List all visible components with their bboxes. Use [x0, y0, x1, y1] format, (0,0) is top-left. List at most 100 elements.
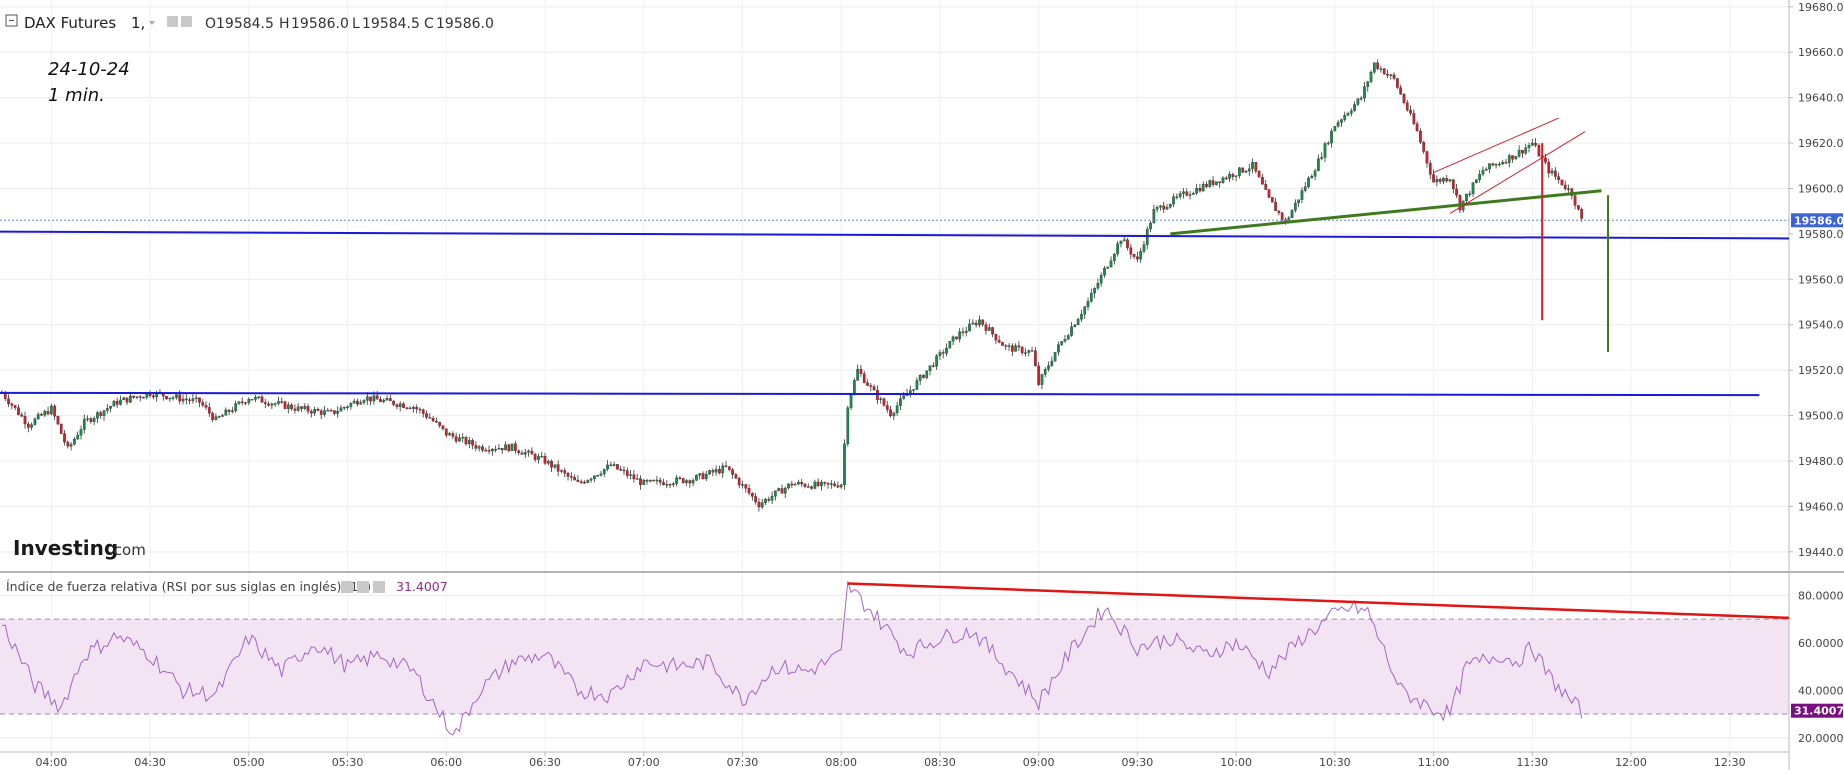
candle-up	[122, 397, 126, 401]
candle-down	[188, 399, 191, 401]
candle-down	[494, 449, 497, 451]
candle-down	[369, 396, 372, 402]
candle-down	[388, 398, 392, 402]
collapse-icon[interactable]	[5, 14, 18, 27]
candle-up	[629, 474, 632, 476]
rsi-tick-label: 40.0000	[1798, 684, 1844, 697]
candle-down	[260, 396, 264, 403]
candle-down	[569, 476, 573, 478]
candle-down	[573, 477, 576, 481]
candle-down	[1224, 177, 1228, 180]
candle-up	[1070, 326, 1073, 336]
candle-up	[336, 411, 340, 414]
candle-up	[1178, 193, 1182, 197]
candle-down	[1534, 142, 1537, 146]
candle-up	[237, 401, 241, 404]
candle-up	[971, 322, 975, 325]
candle-up	[467, 440, 471, 445]
candle-down	[514, 443, 517, 451]
candle-up	[1353, 104, 1356, 111]
close-icon[interactable]	[373, 581, 385, 593]
price-tick-label: 19640.0	[1798, 92, 1844, 105]
candle-up	[1116, 243, 1119, 255]
chart-header: DAX Futures 1, O 19584.5 H 19586.0 L 195…	[5, 14, 494, 32]
candle-down	[415, 406, 419, 410]
date-annotation[interactable]: 24-10-24	[48, 59, 130, 80]
candle-up	[1086, 301, 1090, 308]
candle-down	[619, 469, 623, 471]
time-tick-label: 12:30	[1714, 756, 1746, 769]
time-tick-label: 06:00	[430, 756, 462, 769]
candle-up	[1234, 175, 1238, 177]
candle-down	[1382, 68, 1386, 75]
candle-up	[1047, 365, 1050, 370]
time-tick-label: 12:00	[1615, 756, 1647, 769]
candle-up	[1448, 179, 1452, 182]
candle-down	[23, 416, 27, 425]
candle-down	[1257, 171, 1261, 178]
candle-down	[609, 464, 613, 467]
candle-up	[1517, 149, 1521, 157]
candle-down	[517, 450, 521, 454]
candle-down	[790, 483, 794, 486]
candle-down	[290, 404, 293, 410]
candle-down	[731, 469, 734, 475]
eye-icon[interactable]	[341, 581, 353, 593]
candle-up	[254, 397, 257, 400]
candle-up	[1507, 155, 1511, 163]
logo-text: Investing	[13, 536, 118, 560]
candle-down	[207, 407, 211, 414]
candle-up	[1359, 97, 1363, 100]
candle-up	[257, 396, 261, 398]
rsi-tick-label: 80.0000	[1798, 589, 1844, 602]
candle-down	[20, 414, 24, 417]
candle-down	[800, 482, 804, 485]
candle-down	[333, 410, 336, 414]
candle-up	[915, 380, 919, 390]
candle-down	[1560, 179, 1564, 186]
candle-up	[770, 496, 774, 501]
candle-down	[1570, 188, 1574, 196]
settings-icon[interactable]	[181, 16, 192, 27]
candle-up	[372, 395, 376, 402]
candle-up	[181, 398, 185, 402]
time-tick-label: 05:30	[332, 756, 364, 769]
candle-up	[1567, 188, 1570, 190]
settings-icon[interactable]	[357, 581, 369, 593]
timeframe-annotation[interactable]: 1 min.	[48, 85, 105, 106]
candle-up	[987, 327, 991, 331]
candle-down	[1511, 155, 1514, 160]
candle-up	[1488, 163, 1491, 170]
candle-up	[777, 488, 781, 491]
candle-down	[1491, 163, 1495, 166]
candle-down	[1386, 74, 1389, 76]
candle-up	[458, 437, 461, 442]
candle-up	[856, 368, 860, 381]
candle-up	[142, 397, 145, 399]
candle-down	[994, 333, 998, 341]
chevron-down-icon[interactable]	[149, 21, 155, 25]
candle-down	[263, 402, 267, 405]
candle-up	[491, 449, 494, 452]
eye-icon[interactable]	[167, 16, 178, 27]
chevron-down-icon[interactable]	[324, 586, 329, 590]
candle-down	[997, 339, 1001, 343]
candle-up	[1073, 324, 1077, 327]
close-value: 19586.0	[436, 16, 494, 32]
candle-up	[612, 464, 616, 466]
candle-down	[59, 423, 63, 434]
candle-down	[810, 486, 813, 489]
candle-up	[1468, 193, 1472, 196]
candle-up	[648, 479, 652, 482]
candle-down	[1432, 174, 1435, 183]
candle-up	[853, 380, 856, 395]
candle-up	[221, 415, 224, 417]
candle-down	[1004, 345, 1008, 347]
candle-up	[675, 477, 679, 484]
candle-down	[53, 405, 57, 417]
candle-down	[1445, 178, 1449, 182]
candle-down	[1211, 180, 1215, 185]
candle-up	[497, 447, 501, 450]
interval-label[interactable]: 1,	[131, 14, 145, 32]
